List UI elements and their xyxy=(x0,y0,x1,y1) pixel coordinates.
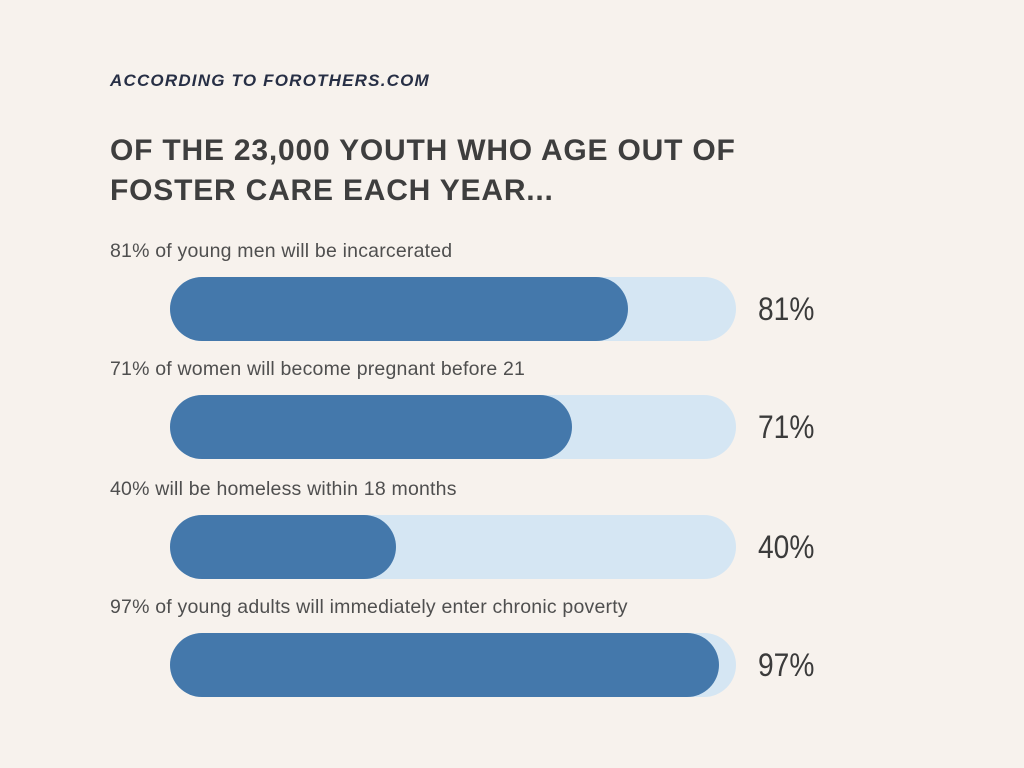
bar-track xyxy=(170,395,736,459)
bar-chart: 81% of young men will be incarcerated 81… xyxy=(110,0,990,768)
bar-track xyxy=(170,277,736,341)
bar-label: 81% of young men will be incarcerated xyxy=(110,240,453,262)
bar-value: 81% xyxy=(758,291,815,327)
bar-fill xyxy=(170,277,629,341)
bar-label: 71% of women will become pregnant before… xyxy=(110,358,526,380)
bar-fill xyxy=(170,515,397,579)
attribution-text: ACCORDING TO FOROTHERS.COM xyxy=(110,71,430,90)
bar-row: 81% of young men will be incarcerated 81… xyxy=(110,239,990,343)
bar-track xyxy=(170,515,736,579)
bar-row: 71% of women will become pregnant before… xyxy=(110,357,990,461)
bar-fill xyxy=(170,633,720,697)
bar-row: 40% will be homeless within 18 months 40… xyxy=(110,477,990,581)
bar-row: 97% of young adults will immediately ent… xyxy=(110,595,990,699)
bar-value: 97% xyxy=(758,647,815,683)
bar-value: 71% xyxy=(758,409,815,445)
bar-label: 40% will be homeless within 18 months xyxy=(110,478,457,500)
bar-track xyxy=(170,633,736,697)
bar-label: 97% of young adults will immediately ent… xyxy=(110,596,628,618)
bar-fill xyxy=(170,395,572,459)
page-title: OF THE 23,000 YOUTH WHO AGE OUT OF FOSTE… xyxy=(110,134,736,207)
bar-value: 40% xyxy=(758,529,815,565)
